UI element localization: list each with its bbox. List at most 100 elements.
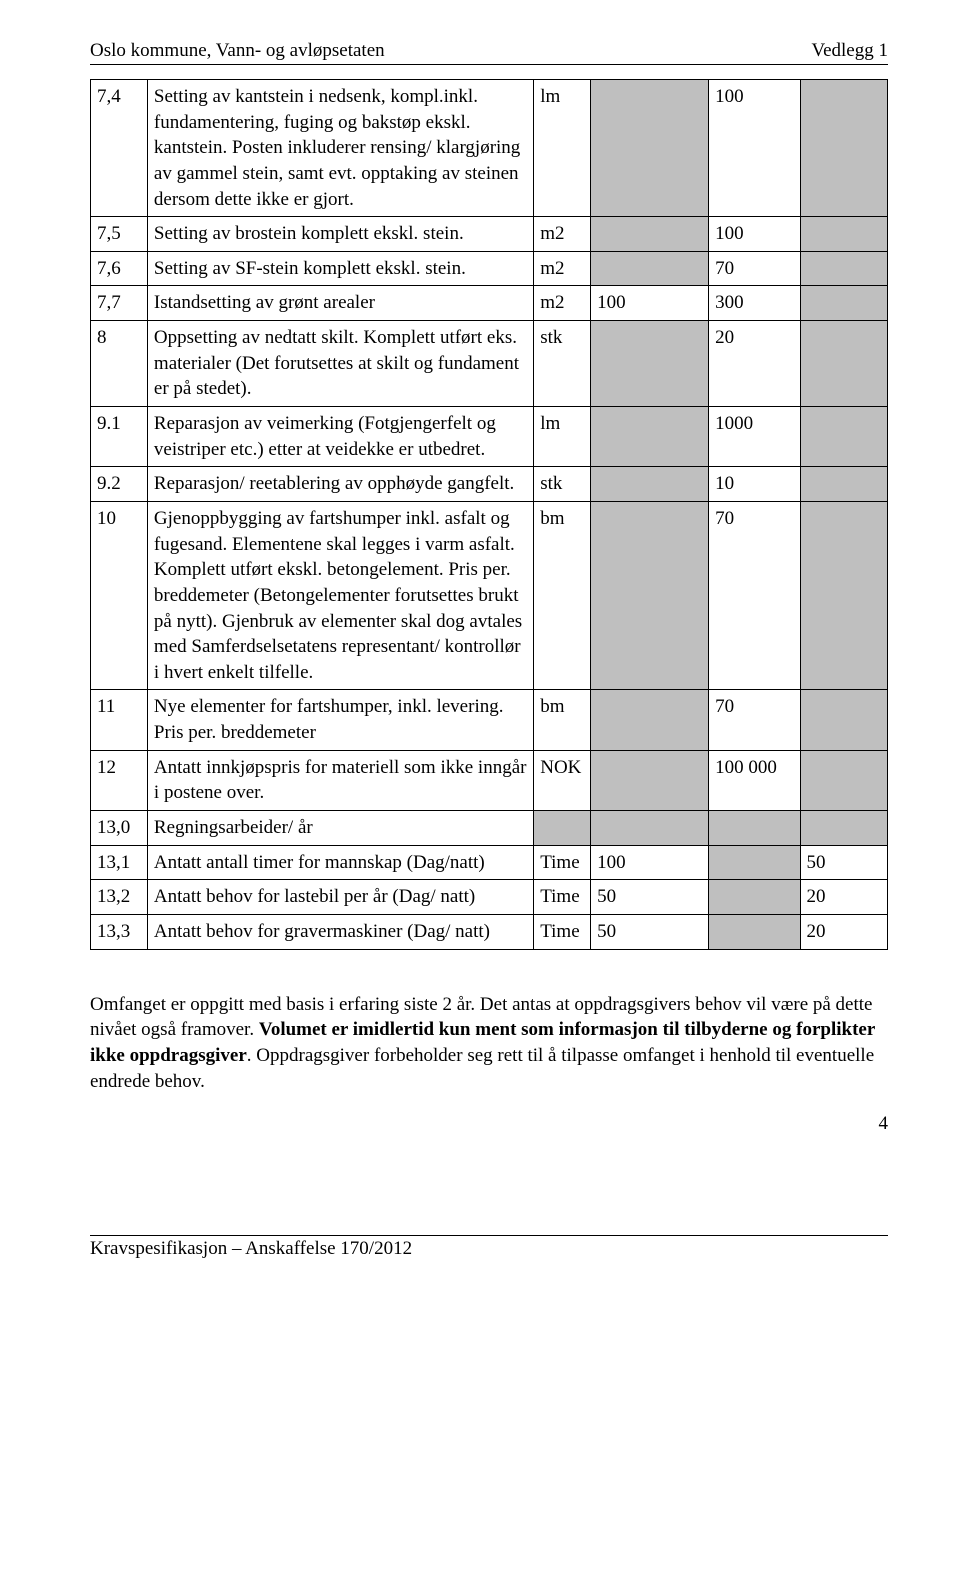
row-unit: m2 [534, 286, 591, 321]
table-row: 8 Oppsetting av nedtatt skilt. Komplett … [91, 321, 888, 407]
row-c5 [709, 914, 800, 949]
row-unit: m2 [534, 251, 591, 286]
row-desc: Setting av SF-stein komplett ekskl. stei… [147, 251, 533, 286]
row-c6 [800, 217, 887, 252]
row-c5: 300 [709, 286, 800, 321]
row-desc: Nye elementer for fartshumper, inkl. lev… [147, 690, 533, 750]
row-desc: Antatt innkjøpspris for materiell som ik… [147, 750, 533, 810]
row-c4: 50 [591, 914, 709, 949]
row-c5: 70 [709, 501, 800, 689]
row-c4 [591, 80, 709, 217]
row-unit: Time [534, 914, 591, 949]
header-left: Oslo kommune, Vann- og avløpsetaten [90, 40, 385, 62]
row-c6 [800, 690, 887, 750]
row-id: 7,4 [91, 80, 148, 217]
row-desc: Antatt antall timer for mannskap (Dag/na… [147, 845, 533, 880]
row-c4 [591, 501, 709, 689]
row-id: 11 [91, 690, 148, 750]
row-unit: stk [534, 467, 591, 502]
row-unit: bm [534, 501, 591, 689]
footer-left: Kravspesifikasjon – Anskaffelse 170/2012 [90, 1238, 412, 1260]
row-unit: bm [534, 690, 591, 750]
row-id: 7,7 [91, 286, 148, 321]
row-id: 12 [91, 750, 148, 810]
row-desc: Gjenoppbygging av fartshumper inkl. asfa… [147, 501, 533, 689]
row-c5: 100 000 [709, 750, 800, 810]
row-id: 7,6 [91, 251, 148, 286]
row-c4 [591, 750, 709, 810]
row-c6 [800, 811, 887, 846]
table-row: 11 Nye elementer for fartshumper, inkl. … [91, 690, 888, 750]
header-right: Vedlegg 1 [811, 40, 888, 62]
table-row: 7,5 Setting av brostein komplett ekskl. … [91, 217, 888, 252]
row-c6: 20 [800, 914, 887, 949]
row-unit: stk [534, 321, 591, 407]
row-id: 13,1 [91, 845, 148, 880]
row-c4 [591, 321, 709, 407]
row-c5: 70 [709, 251, 800, 286]
row-c6 [800, 467, 887, 502]
row-desc: Setting av kantstein i nedsenk, kompl.in… [147, 80, 533, 217]
row-id: 9.2 [91, 467, 148, 502]
row-desc: Antatt behov for lastebil per år (Dag/ n… [147, 880, 533, 915]
table-row: 10 Gjenoppbygging av fartshumper inkl. a… [91, 501, 888, 689]
row-c4: 50 [591, 880, 709, 915]
row-c6: 20 [800, 880, 887, 915]
row-desc: Antatt behov for gravermaskiner (Dag/ na… [147, 914, 533, 949]
row-c5: 10 [709, 467, 800, 502]
row-unit: m2 [534, 217, 591, 252]
spec-table: 7,4 Setting av kantstein i nedsenk, komp… [90, 79, 888, 950]
row-id: 13,3 [91, 914, 148, 949]
page-footer: Kravspesifikasjon – Anskaffelse 170/2012 [90, 1235, 888, 1260]
row-id: 13,2 [91, 880, 148, 915]
row-c4 [591, 690, 709, 750]
table-row: 13,3 Antatt behov for gravermaskiner (Da… [91, 914, 888, 949]
table-row: 9.1 Reparasjon av veimerking (Fotgjenger… [91, 407, 888, 467]
row-c5: 20 [709, 321, 800, 407]
row-id: 7,5 [91, 217, 148, 252]
row-c5: 1000 [709, 407, 800, 467]
row-desc: Setting av brostein komplett ekskl. stei… [147, 217, 533, 252]
row-unit: Time [534, 845, 591, 880]
row-c6 [800, 321, 887, 407]
row-id: 8 [91, 321, 148, 407]
row-desc: Regningsarbeider/ år [147, 811, 533, 846]
table-row: 12 Antatt innkjøpspris for materiell som… [91, 750, 888, 810]
row-id: 10 [91, 501, 148, 689]
row-c6 [800, 286, 887, 321]
row-c5 [709, 845, 800, 880]
row-c6 [800, 80, 887, 217]
body-paragraph: Omfanget er oppgitt med basis i erfaring… [90, 992, 888, 1095]
row-c5: 70 [709, 690, 800, 750]
row-unit: NOK [534, 750, 591, 810]
row-desc: Istandsetting av grønt arealer [147, 286, 533, 321]
row-c4 [591, 217, 709, 252]
row-c6 [800, 750, 887, 810]
row-unit: lm [534, 407, 591, 467]
row-unit: lm [534, 80, 591, 217]
table-row: 13,1 Antatt antall timer for mannskap (D… [91, 845, 888, 880]
row-desc: Reparasjon/ reetablering av opphøyde gan… [147, 467, 533, 502]
row-unit [534, 811, 591, 846]
row-c5 [709, 880, 800, 915]
table-row: 7,7 Istandsetting av grønt arealer m2 10… [91, 286, 888, 321]
row-c4 [591, 407, 709, 467]
row-c6 [800, 407, 887, 467]
row-c6 [800, 501, 887, 689]
table-row: 13,2 Antatt behov for lastebil per år (D… [91, 880, 888, 915]
row-c4: 100 [591, 286, 709, 321]
page-header: Oslo kommune, Vann- og avløpsetaten Vedl… [90, 40, 888, 65]
table-row: 7,4 Setting av kantstein i nedsenk, komp… [91, 80, 888, 217]
page-number: 4 [90, 1113, 888, 1135]
row-id: 9.1 [91, 407, 148, 467]
row-id: 13,0 [91, 811, 148, 846]
row-c4 [591, 467, 709, 502]
row-c6 [800, 251, 887, 286]
row-c5 [709, 811, 800, 846]
row-c6: 50 [800, 845, 887, 880]
table-row: 13,0 Regningsarbeider/ år [91, 811, 888, 846]
row-unit: Time [534, 880, 591, 915]
table-row: 9.2 Reparasjon/ reetablering av opphøyde… [91, 467, 888, 502]
table-row: 7,6 Setting av SF-stein komplett ekskl. … [91, 251, 888, 286]
row-c4 [591, 251, 709, 286]
